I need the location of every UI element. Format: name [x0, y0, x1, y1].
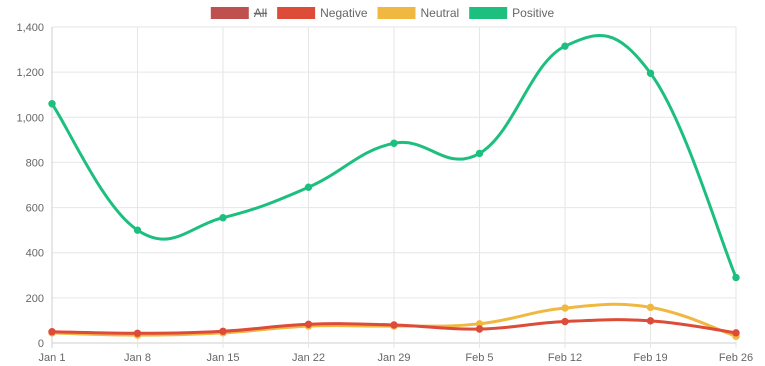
series-positive-line — [50, 34, 738, 280]
legend-item-all[interactable]: All — [210, 6, 267, 20]
series-positive-point[interactable] — [304, 183, 313, 191]
series-negative-point[interactable] — [48, 328, 56, 336]
series-negative — [48, 317, 740, 337]
series-positive-point[interactable] — [646, 69, 655, 77]
x-axis-ticks: Jan 1 Jan 8 Jan 15 Jan 22 Jan 29 Feb 5 Feb 12 F… — [39, 352, 754, 364]
series-negative-point[interactable] — [475, 325, 484, 333]
legend-swatch — [277, 7, 316, 19]
y-tick-label: 0 — [38, 338, 44, 350]
series-positive-point[interactable] — [133, 226, 142, 234]
series-positive-point[interactable] — [219, 214, 227, 222]
y-tick-label: 800 — [26, 157, 44, 169]
series-positive-point[interactable] — [732, 273, 740, 282]
y-tick-label: 600 — [26, 203, 44, 215]
y-axis-ticks: 0 200 400 600 800 1,000 1,200 1,400 — [16, 22, 44, 350]
series-neutral-point[interactable] — [561, 304, 569, 312]
series-positive-point[interactable] — [48, 100, 56, 108]
x-tick-label: Feb 19 — [633, 352, 667, 364]
x-tick-label: Jan 15 — [206, 352, 239, 364]
legend-label: Negative — [320, 6, 368, 20]
series-negative-point[interactable] — [561, 317, 569, 326]
series-negative-point[interactable] — [646, 317, 655, 325]
series-positive-point[interactable] — [390, 139, 398, 147]
x-tick-label: Jan 22 — [292, 352, 325, 364]
x-tick-label: Feb 5 — [465, 352, 493, 364]
legend-item-neutral[interactable]: Neutral — [377, 6, 459, 20]
x-tick-label: Jan 1 — [39, 352, 66, 364]
series-positive — [48, 34, 740, 282]
series-neutral-point[interactable] — [646, 303, 655, 312]
legend[interactable]: All Negative Neutral Positive — [210, 6, 555, 20]
legend-item-negative[interactable]: Negative — [277, 6, 368, 20]
series-negative-point[interactable] — [390, 321, 398, 329]
y-tick-label: 1,400 — [16, 22, 44, 34]
legend-item-positive[interactable]: Positive — [469, 6, 555, 20]
series-lines — [48, 34, 740, 340]
series-negative-point[interactable] — [304, 320, 313, 328]
grid — [51, 26, 737, 348]
series-negative-point[interactable] — [219, 327, 227, 335]
x-tick-label: Jan 29 — [377, 352, 410, 364]
x-tick-label: Feb 26 — [719, 352, 753, 364]
legend-swatch — [469, 7, 508, 19]
legend-label: All — [254, 6, 267, 20]
series-negative-point[interactable] — [732, 329, 740, 337]
legend-swatch — [377, 7, 416, 19]
x-tick-label: Feb 12 — [548, 352, 582, 364]
legend-swatch — [210, 7, 249, 19]
y-tick-label: 200 — [26, 293, 44, 305]
legend-label: Neutral — [420, 6, 459, 20]
series-positive-point[interactable] — [561, 42, 569, 50]
y-tick-label: 1,000 — [16, 112, 44, 124]
series-positive-point[interactable] — [475, 149, 484, 158]
series-negative-point[interactable] — [133, 329, 142, 337]
y-tick-label: 1,200 — [16, 67, 44, 79]
legend-label: Positive — [512, 6, 554, 20]
y-tick-label: 400 — [26, 248, 44, 260]
x-tick-label: Jan 8 — [124, 352, 151, 364]
